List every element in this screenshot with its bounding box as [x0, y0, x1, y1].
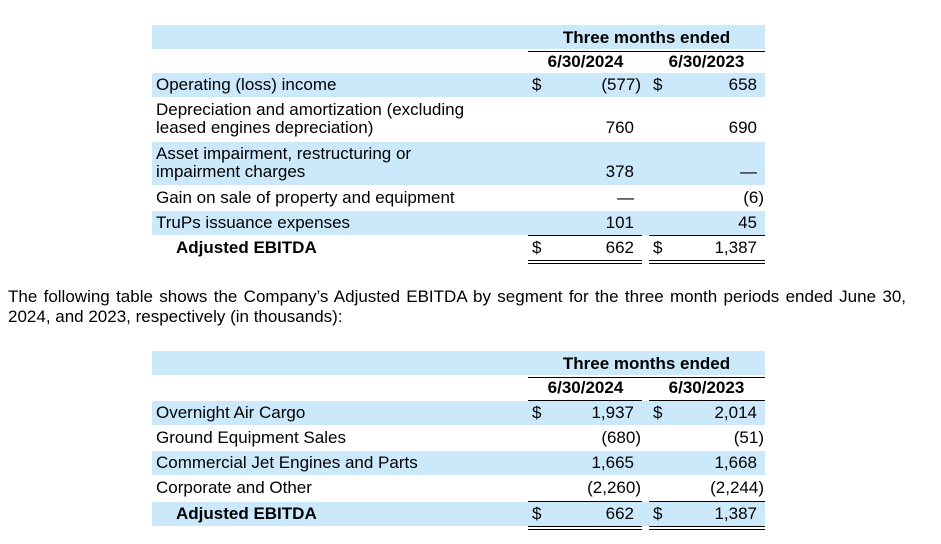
row-label: Adjusted EBITDA: [176, 504, 317, 523]
value-2024: (2,260): [587, 478, 641, 497]
table-row: TruPs issuance expenses 101 45: [152, 211, 765, 235]
value-2023: (2,244): [710, 478, 764, 497]
value-2024: 1,665: [591, 453, 634, 472]
value-2024: 101: [605, 213, 634, 232]
row-label: Asset impairment, restructuring or impai…: [156, 144, 412, 181]
value-2024: 1,937: [591, 403, 634, 422]
value-2023: (6): [743, 188, 764, 207]
row-label: Adjusted EBITDA: [176, 238, 317, 257]
total-double-underline-2023: [649, 526, 765, 530]
period-header: Three months ended: [562, 354, 731, 373]
subtotal-underline-2023: [649, 501, 765, 502]
value-2024: —: [617, 188, 634, 207]
total-double-underline-2024: [528, 260, 642, 264]
total-row: Adjusted EBITDA $ 662 $ 1,387: [152, 502, 765, 526]
dollar-sign: $: [532, 403, 542, 422]
value-2023: (51): [733, 428, 764, 447]
value-2023: 1,387: [714, 504, 757, 523]
value-2023: 45: [738, 213, 757, 232]
dollar-sign: $: [653, 238, 663, 257]
value-2024: (577): [601, 75, 641, 94]
ebitda-reconciliation-table: Three months ended 6/30/2024 6/30/2023 O…: [152, 25, 765, 265]
subtotal-underline-2024: [528, 235, 642, 236]
subtotal-underline-2023: [649, 235, 765, 236]
row-label: Overnight Air Cargo: [156, 403, 306, 422]
value-2024: (680): [601, 428, 641, 447]
table-row: Depreciation and amortization (excluding…: [152, 98, 765, 141]
row-label: Gain on sale of property and equipment: [156, 188, 455, 207]
value-2024: 378: [605, 162, 634, 181]
row-label: Depreciation and amortization (excluding…: [156, 100, 465, 137]
value-2023: —: [740, 162, 757, 181]
table-row: Ground Equipment Sales (680) (51): [152, 426, 765, 450]
table-row: Commercial Jet Engines and Parts 1,665 1…: [152, 451, 765, 475]
dollar-sign: $: [653, 504, 663, 523]
value-2024: 662: [605, 504, 634, 523]
column-header-2024: 6/30/2024: [547, 52, 624, 71]
column-underline-2024: [528, 400, 642, 401]
value-2023: 658: [728, 75, 757, 94]
value-2024: 662: [605, 238, 634, 257]
value-2023: 1,387: [714, 238, 757, 257]
table-header-row: [152, 25, 765, 49]
row-label: Commercial Jet Engines and Parts: [156, 453, 418, 472]
table-row: Overnight Air Cargo $ 1,937 $ 2,014: [152, 401, 765, 425]
table-row: Corporate and Other (2,260) (2,244): [152, 476, 765, 500]
column-header-2023: 6/30/2023: [668, 378, 745, 397]
row-label: Corporate and Other: [156, 478, 312, 497]
intro-paragraph: The following table shows the Company’s …: [8, 287, 906, 326]
dollar-sign: $: [653, 403, 663, 422]
row-label: Ground Equipment Sales: [156, 428, 346, 447]
column-header-2024: 6/30/2024: [547, 378, 624, 397]
value-2023: 690: [728, 118, 757, 137]
total-row: Adjusted EBITDA $ 662 $ 1,387: [152, 236, 765, 260]
table-row: Gain on sale of property and equipment —…: [152, 186, 765, 210]
column-header-2023: 6/30/2023: [668, 52, 745, 71]
ebitda-by-segment-table: Three months ended 6/30/2024 6/30/2023 O…: [152, 351, 765, 531]
period-header: Three months ended: [562, 28, 731, 47]
table-header-row: [152, 351, 765, 375]
table-row: Operating (loss) income $ (577) $ 658: [152, 73, 765, 97]
row-label: TruPs issuance expenses: [156, 213, 351, 232]
value-2023: 2,014: [714, 403, 757, 422]
row-label: Operating (loss) income: [156, 75, 337, 94]
total-double-underline-2024: [528, 526, 642, 530]
column-underline-2023: [649, 400, 765, 401]
dollar-sign: $: [532, 75, 542, 94]
value-2024: 760: [605, 118, 634, 137]
dollar-sign: $: [653, 75, 663, 94]
subtotal-underline-2024: [528, 501, 642, 502]
total-double-underline-2023: [649, 260, 765, 264]
value-2023: 1,668: [714, 453, 757, 472]
table-row: Asset impairment, restructuring or impai…: [152, 142, 765, 185]
header-underline: [528, 51, 765, 52]
dollar-sign: $: [532, 504, 542, 523]
dollar-sign: $: [532, 238, 542, 257]
header-underline: [528, 377, 765, 378]
